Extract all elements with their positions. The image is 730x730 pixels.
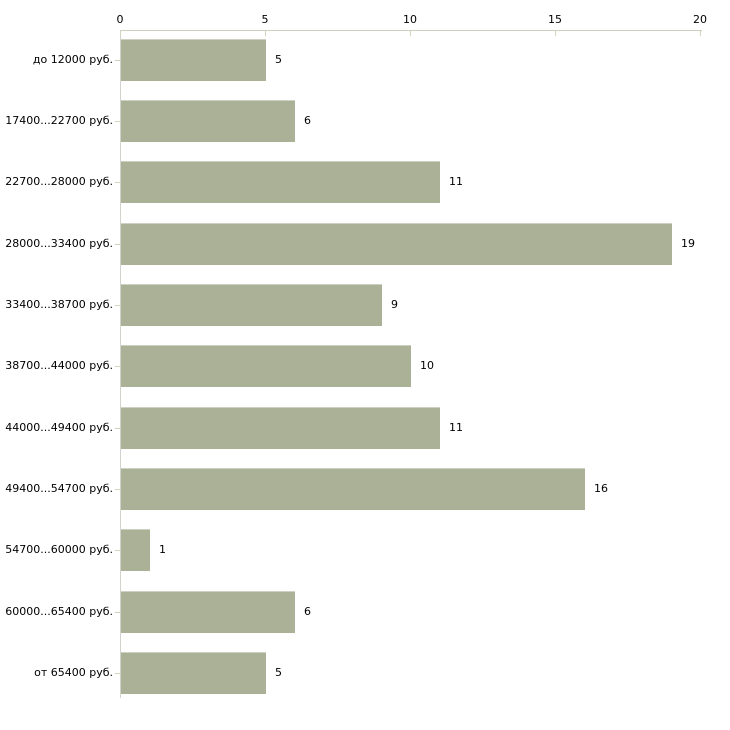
bar: [121, 529, 150, 572]
category-tick: [115, 59, 120, 61]
x-tick: [120, 31, 121, 36]
category-tick: [115, 488, 120, 490]
category-tick: [115, 304, 120, 306]
value-label: 1: [159, 543, 166, 557]
value-label: 11: [449, 420, 463, 434]
bar: [121, 283, 382, 326]
value-label: 19: [681, 236, 695, 250]
y-axis-line: [120, 30, 121, 698]
x-tick: [555, 31, 556, 36]
value-label: 5: [275, 52, 282, 66]
bar: [121, 222, 672, 265]
bar: [121, 99, 295, 142]
value-label: 16: [594, 481, 608, 495]
category-label: 33400...38700 руб.: [5, 297, 113, 311]
category-tick: [115, 427, 120, 429]
bar: [121, 406, 440, 449]
x-tick-label: 20: [693, 13, 707, 26]
category-tick: [115, 550, 120, 552]
category-label: 28000...33400 руб.: [5, 236, 113, 250]
bar: [121, 345, 411, 388]
category-label: от 65400 руб.: [34, 666, 113, 679]
category-tick: [115, 182, 120, 184]
bar: [121, 590, 295, 633]
bar: [121, 38, 266, 81]
x-tick-label: 0: [116, 13, 124, 26]
bar: [121, 467, 585, 510]
category-label: 60000...65400 руб.: [5, 604, 113, 618]
bar: [121, 652, 266, 694]
category-tick: [115, 611, 120, 613]
category-label: 54700...60000 руб.: [5, 543, 113, 557]
value-label: 9: [391, 297, 398, 311]
x-axis-line: [120, 30, 702, 31]
value-label: 6: [304, 604, 311, 618]
category-tick: [115, 366, 120, 368]
value-label: 5: [275, 666, 282, 679]
x-tick-label: 10: [403, 13, 417, 26]
value-label: 6: [304, 113, 311, 127]
x-tick: [265, 31, 266, 36]
category-tick: [115, 243, 120, 245]
x-tick-label: 5: [261, 13, 269, 26]
value-label: 11: [449, 175, 463, 189]
category-label: до 12000 руб.: [32, 52, 113, 66]
category-label: 49400...54700 руб.: [5, 481, 113, 495]
category-tick: [115, 120, 120, 122]
x-tick: [410, 31, 411, 36]
category-label: 17400...22700 руб.: [5, 113, 113, 127]
category-label: 38700...44000 руб.: [5, 359, 113, 373]
category-label: 22700...28000 руб.: [5, 175, 113, 189]
bar: [121, 161, 440, 204]
category-label: 44000...49400 руб.: [5, 420, 113, 434]
value-label: 10: [420, 359, 434, 373]
category-tick: [115, 673, 120, 674]
x-tick: [700, 31, 701, 36]
x-tick-label: 15: [548, 13, 562, 26]
